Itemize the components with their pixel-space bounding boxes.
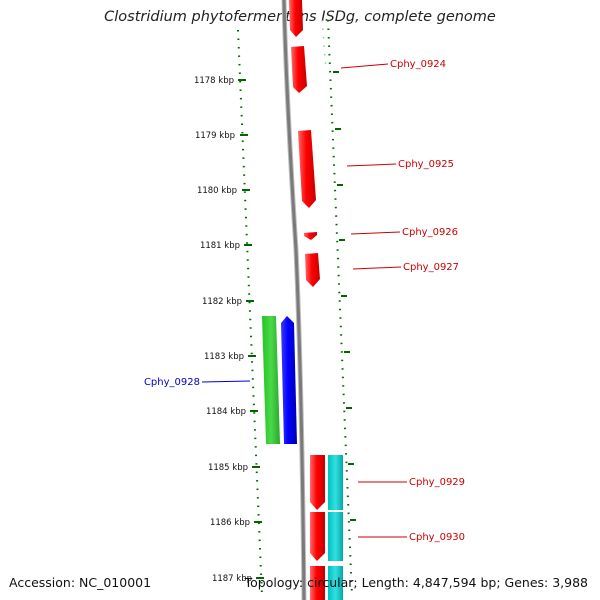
- gene-arrow-bottom-partial[interactable]: [310, 566, 325, 600]
- kbp-ruler: 1178 kbp 1179 kbp 1180 kbp 1181 kbp 1182…: [194, 76, 264, 584]
- gene-arrow-cphy-0930[interactable]: [310, 512, 325, 561]
- gene-label-cphy-0926[interactable]: Cphy_0926: [402, 227, 458, 238]
- gene-arrow-cphy-0925[interactable]: [298, 130, 316, 208]
- tick-label-1179: 1179 kbp: [195, 131, 235, 141]
- label-leaders: [201, 63, 407, 538]
- gene-label-cphy-0927[interactable]: Cphy_0927: [403, 262, 459, 273]
- gene-arrow-cphy-0927[interactable]: [305, 253, 320, 287]
- cds-bar-cphy-0930[interactable]: [328, 512, 343, 561]
- tick-label-1182: 1182 kbp: [202, 297, 242, 307]
- gene-label-cphy-0928[interactable]: Cphy_0928: [144, 377, 200, 388]
- gene-labels: Cphy_0924 Cphy_0925 Cphy_0926 Cphy_0927 …: [144, 59, 465, 543]
- ruler-track-middle: [321, 19, 327, 71]
- tick-label-1187: 1187 kbp: [212, 574, 252, 584]
- gene-arrow-top-partial[interactable]: [289, 0, 303, 37]
- tick-label-1178: 1178 kbp: [194, 76, 234, 86]
- accession-text: Accession: NC_010001: [9, 575, 152, 590]
- tick-label-1180: 1180 kbp: [197, 186, 237, 196]
- gene-label-cphy-0930[interactable]: Cphy_0930: [409, 532, 465, 543]
- tick-label-1185: 1185 kbp: [208, 463, 248, 473]
- tick-label-1184: 1184 kbp: [206, 407, 246, 417]
- cds-bar-cphy-0929[interactable]: [328, 455, 343, 510]
- tick-label-1183: 1183 kbp: [204, 352, 244, 362]
- minor-ticks-right: [333, 71, 356, 521]
- tick-label-1181: 1181 kbp: [200, 241, 240, 251]
- tick-label-1186: 1186 kbp: [210, 518, 250, 528]
- gene-arrow-cphy-0924[interactable]: [291, 46, 307, 93]
- gene-label-cphy-0924[interactable]: Cphy_0924: [390, 59, 446, 70]
- gene-label-cphy-0925[interactable]: Cphy_0925: [398, 159, 454, 170]
- cds-bar-partial[interactable]: [328, 566, 343, 600]
- genome-backbone-core: [282, 0, 306, 600]
- ruler-track-left: [237, 29, 263, 597]
- gene-label-cphy-0929[interactable]: Cphy_0929: [409, 477, 465, 488]
- genome-summary-text: Topology: circular; Length: 4,847,594 bp…: [244, 575, 588, 590]
- cds-track: [328, 455, 343, 600]
- forward-strand-genes: [289, 0, 325, 600]
- feature-bar-green[interactable]: [262, 316, 280, 444]
- gene-arrow-cphy-0929[interactable]: [310, 455, 325, 510]
- gene-arrow-cphy-0926[interactable]: [304, 232, 317, 240]
- gene-arrow-cphy-0928[interactable]: [281, 316, 297, 444]
